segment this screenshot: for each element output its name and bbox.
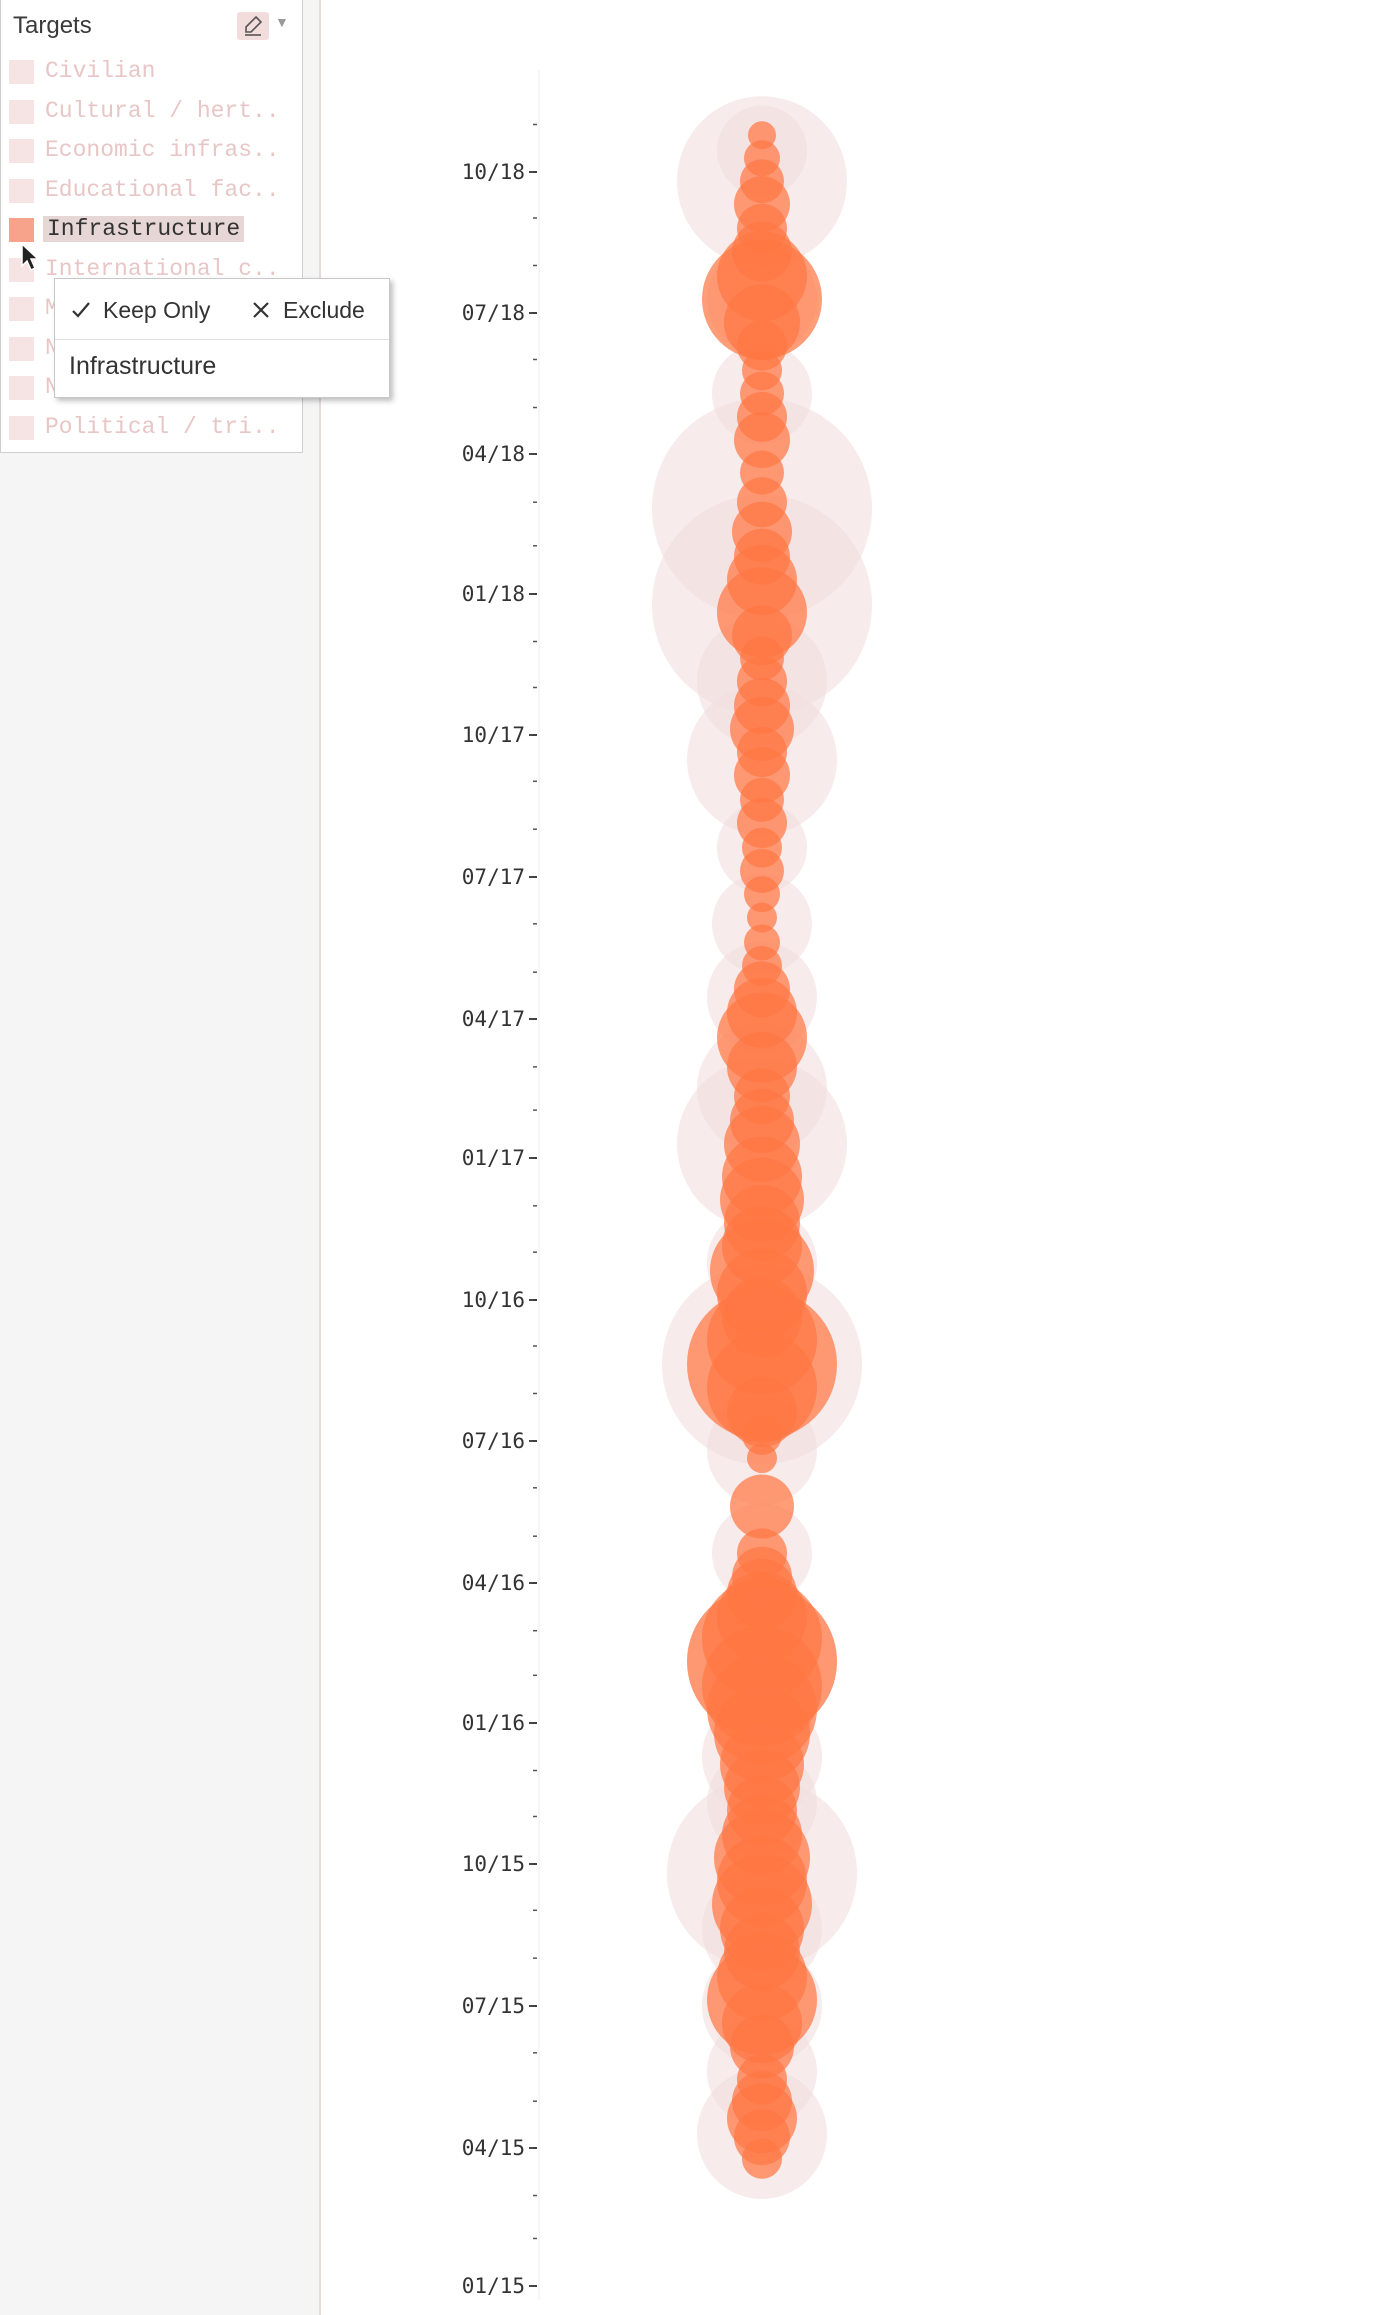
legend-swatch xyxy=(9,178,34,203)
y-tick-label: 07/16 xyxy=(462,1429,525,1453)
y-tick-label: 10/16 xyxy=(462,1288,525,1312)
legend-item[interactable]: Educational fac.. xyxy=(9,175,297,207)
highlighter-icon xyxy=(245,15,263,36)
legend-swatch xyxy=(9,139,34,163)
legend-item[interactable]: Political / tri.. xyxy=(9,412,297,444)
legend-item[interactable]: International c.. xyxy=(9,254,297,286)
highlight-toggle-button[interactable] xyxy=(237,12,269,40)
legend-item[interactable]: Cultural / hert.. xyxy=(9,96,297,128)
legend-swatch xyxy=(9,376,34,400)
legend-item[interactable]: Economic infras.. xyxy=(9,135,297,167)
infrastructure-bubble[interactable] xyxy=(730,1474,794,1539)
sidebar: Targets ▼ Civilian Cultural / hert.. Econo… xyxy=(0,0,390,2315)
y-tick-label: 04/16 xyxy=(462,1571,525,1595)
selected-value-label: Infrastructure xyxy=(69,352,217,380)
y-tick-label: 01/17 xyxy=(462,1146,525,1170)
y-tick-label: 01/16 xyxy=(462,1711,525,1735)
keep-only-button[interactable]: Keep Only xyxy=(69,293,210,327)
legend-item-label: Political / tri.. xyxy=(45,413,280,440)
context-menu: Keep Only Exclude Infrastructure xyxy=(54,278,390,398)
infrastructure-bubble[interactable] xyxy=(737,1528,787,1579)
legend-item-label: Cultural / hert.. xyxy=(45,97,280,124)
legend-item[interactable]: Infrastructure xyxy=(9,214,297,246)
y-tick-label: 10/17 xyxy=(462,723,525,747)
legend-swatch xyxy=(9,336,34,361)
close-icon xyxy=(253,302,269,318)
legend-item-label: Infrastructure xyxy=(43,216,245,242)
legend-swatch xyxy=(9,297,34,321)
legend-item-label: International c.. xyxy=(45,255,280,282)
legend-swatch xyxy=(9,99,34,124)
legend-title: Targets xyxy=(13,12,92,39)
legend-item[interactable]: Civilian xyxy=(9,56,297,88)
y-tick-label: 07/18 xyxy=(462,301,525,325)
legend-item-label: Economic infras.. xyxy=(45,137,280,163)
infrastructure-bubble[interactable] xyxy=(744,140,780,177)
y-tick-label: 10/15 xyxy=(462,1852,525,1876)
menu-divider xyxy=(55,339,389,340)
legend-menu-arrow-icon[interactable]: ▼ xyxy=(275,14,289,30)
infrastructure-bubble[interactable] xyxy=(748,121,776,150)
y-tick-label: 01/18 xyxy=(462,582,525,606)
y-tick-label: 04/17 xyxy=(462,1007,525,1031)
y-tick-label: 07/15 xyxy=(462,1994,525,2018)
keep-only-label: Keep Only xyxy=(103,296,211,323)
y-tick-label: 04/18 xyxy=(462,442,525,466)
chart-area: 10/18 07/18 04/18 01/18 10/17 07/17 04/17 01/17… xyxy=(321,0,1400,2315)
bubble-timeline-chart: 10/18 07/18 04/18 01/18 10/17 07/17 04/17 01/17… xyxy=(462,70,872,2300)
y-tick-label: 07/17 xyxy=(462,865,525,889)
check-icon xyxy=(72,302,90,318)
infrastructure-bubble[interactable] xyxy=(744,924,780,961)
legend-item-label: Educational fac.. xyxy=(45,176,280,203)
y-tick-label: 04/15 xyxy=(462,2136,525,2160)
legend-item-label: Civilian xyxy=(45,58,156,84)
legend-swatch xyxy=(9,415,34,440)
legend-swatch xyxy=(9,218,34,242)
legend-swatch xyxy=(9,60,34,84)
exclude-label: Exclude xyxy=(283,296,365,323)
mouse-cursor-icon xyxy=(21,242,40,272)
y-tick-label: 01/15 xyxy=(462,2274,525,2298)
y-tick-label: 10/18 xyxy=(462,160,525,184)
exclude-button[interactable]: Exclude xyxy=(249,293,365,327)
